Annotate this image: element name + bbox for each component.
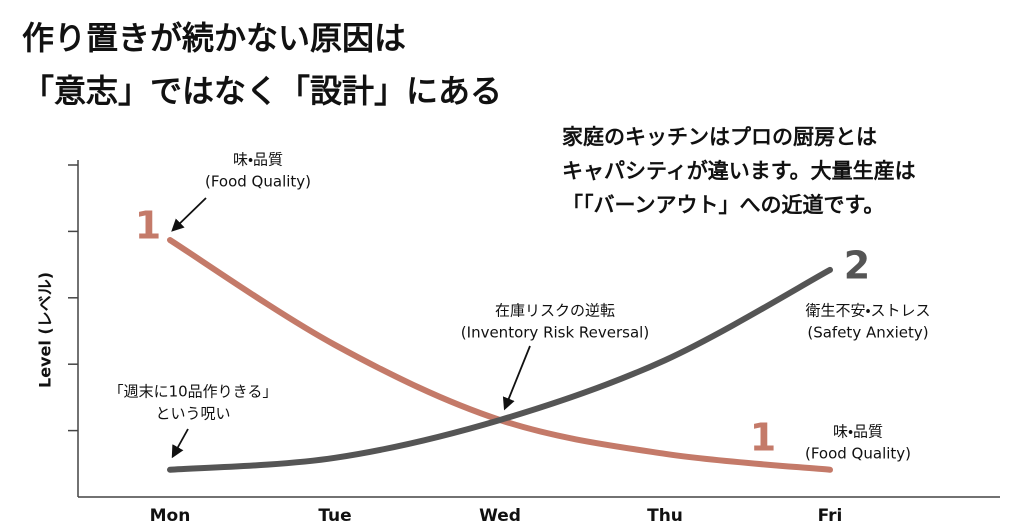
x-tick-label: Wed — [479, 506, 521, 526]
x-tick-label: Thu — [647, 506, 683, 526]
x-tick-label: Mon — [150, 506, 191, 526]
annotation: という呪い — [155, 405, 230, 423]
note-line: 家庭のキッチンはプロの厨房とは — [562, 125, 877, 149]
note-line: 「「バーンアウト」への近道です。 — [562, 193, 884, 217]
annotation: (Inventory Risk Reversal) — [461, 324, 649, 342]
annotation: 2 — [844, 244, 870, 288]
annotation: 味・品質 — [833, 423, 883, 441]
annotation: 衛生不安・ストレス — [805, 302, 930, 320]
annotation: 1 — [750, 416, 776, 460]
line-series — [167, 266, 833, 473]
note-line: キャパシティが違います。大量生産は — [562, 159, 916, 183]
x-tick-label: Tue — [318, 506, 351, 526]
arrow — [502, 345, 531, 411]
title-line: 「意志」ではなく「設計」にある — [22, 72, 502, 110]
annotation: (Safety Anxiety) — [807, 324, 928, 342]
arrow — [171, 197, 207, 232]
x-tick-label: Fri — [818, 506, 843, 526]
title-line: 作り置きが続かない原因は — [22, 19, 406, 57]
annotation: 「週末に10品作りきる」 — [109, 383, 278, 401]
annotation: (Food Quality) — [205, 173, 311, 191]
line-series — [167, 237, 833, 473]
arrow — [171, 428, 189, 459]
annotation: 在庫リスクの逆転 — [495, 302, 615, 320]
annotation: (Food Quality) — [805, 445, 911, 463]
annotation: 味・品質 — [233, 151, 283, 169]
y-axis-label: Level (レベル) — [36, 272, 55, 388]
annotation: 1 — [135, 204, 161, 248]
